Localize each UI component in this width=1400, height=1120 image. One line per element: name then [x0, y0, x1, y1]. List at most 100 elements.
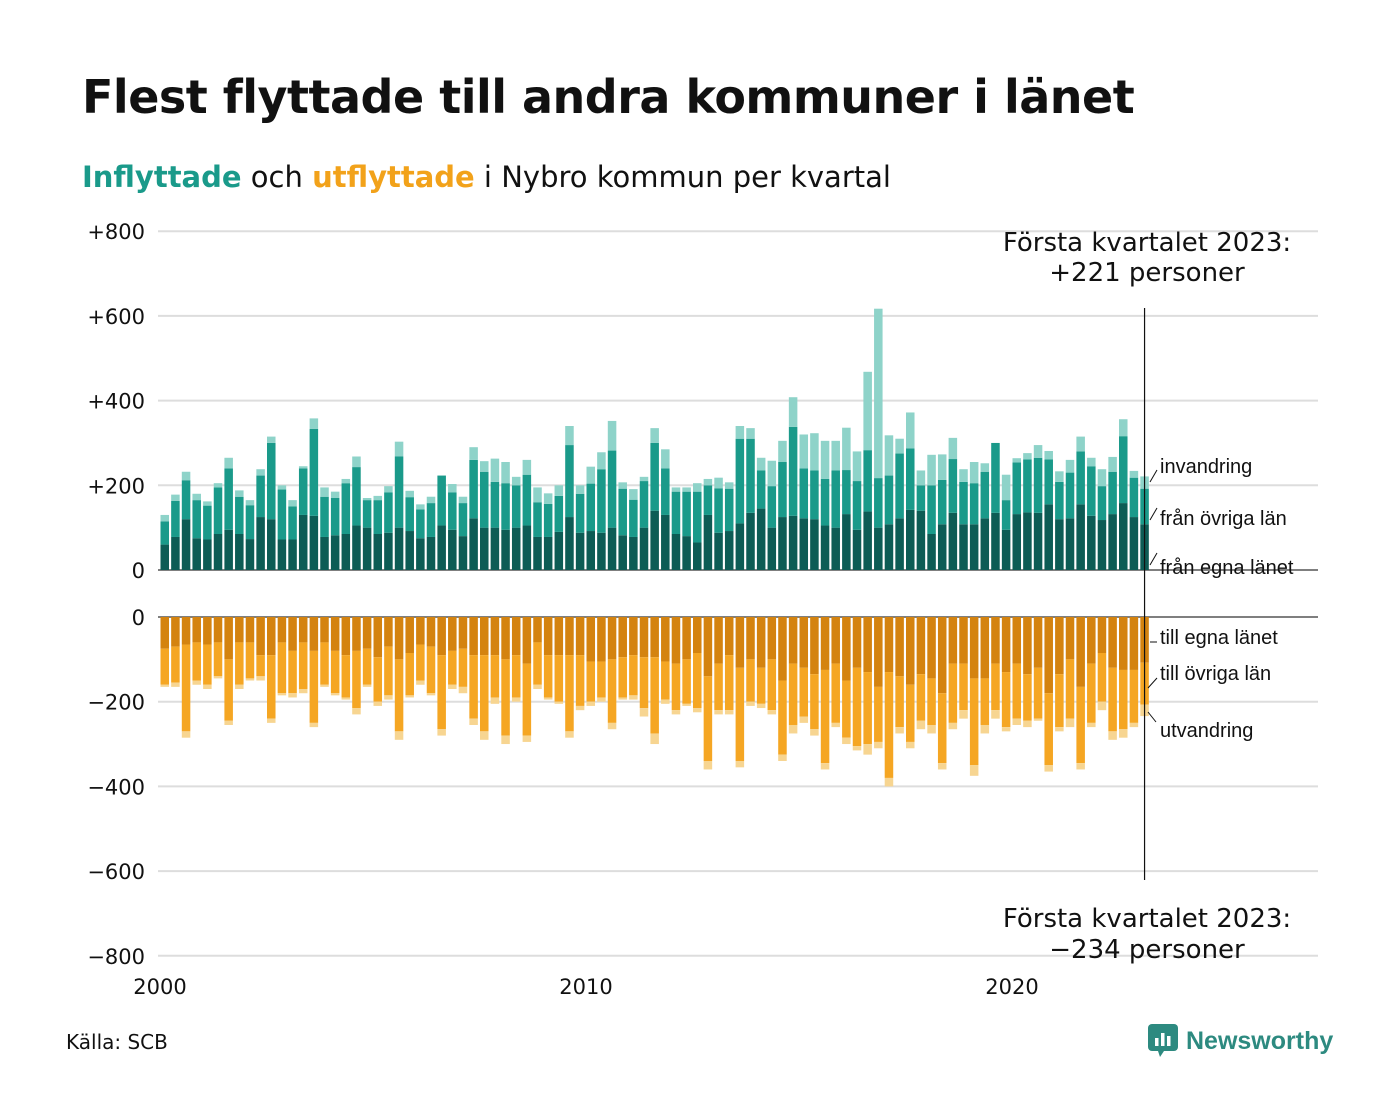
bar-out-1: [788, 663, 798, 725]
bar-in-2: [160, 514, 170, 522]
bar-in-2: [309, 418, 319, 429]
x-tick-label: 2020: [985, 975, 1038, 999]
bar-out-2: [778, 754, 787, 761]
bar-out-2: [799, 716, 809, 723]
bar-in-2: [416, 504, 425, 510]
bar-out-1: [693, 652, 702, 709]
bar-in-1: [884, 475, 894, 525]
series-label-leader: [1149, 469, 1158, 483]
bar-in-1: [724, 488, 734, 532]
bar-out-0: [1012, 617, 1022, 664]
bar-out-2: [501, 735, 510, 745]
bar-out-2: [373, 701, 383, 706]
bar-in-0: [235, 534, 244, 570]
bar-in-2: [181, 471, 191, 481]
chart-subtitle: Inflyttade och utflyttade i Nybro kommun…: [82, 160, 891, 194]
bar-out-2: [1012, 718, 1022, 725]
bar-out-1: [1044, 693, 1053, 766]
y-tick-label: −200: [87, 691, 145, 715]
series-label: från övriga län: [1160, 508, 1287, 530]
bar-out-2: [937, 763, 947, 770]
bar-out-0: [181, 617, 191, 645]
bar-out-2: [1055, 727, 1064, 732]
bar-out-0: [980, 617, 990, 679]
bar-out-1: [426, 646, 436, 694]
bar-out-2: [426, 693, 436, 696]
subtitle-och: och: [241, 160, 313, 194]
bar-out-0: [746, 617, 755, 660]
bar-out-0: [874, 617, 883, 687]
bar-in-1: [522, 474, 532, 526]
bar-out-1: [671, 663, 681, 711]
bar-out-1: [618, 657, 627, 698]
bar-out-0: [362, 617, 372, 649]
bar-out-0: [969, 617, 979, 679]
bar-out-0: [586, 617, 596, 662]
bar-out-2: [565, 731, 574, 738]
bar-out-0: [192, 617, 201, 643]
bar-out-0: [171, 617, 180, 647]
bar-in-0: [895, 518, 904, 570]
bar-out-0: [820, 617, 830, 670]
bar-in-2: [245, 500, 255, 506]
bar-out-2: [298, 688, 308, 694]
bar-in-2: [203, 501, 212, 506]
bar-in-2: [820, 440, 830, 479]
bar-out-0: [469, 617, 478, 656]
bar-out-1: [330, 650, 340, 694]
bar-in-2: [341, 478, 351, 484]
bar-out-1: [1023, 674, 1032, 721]
bar-out-2: [927, 724, 936, 734]
bar-out-2: [1097, 701, 1107, 711]
bar-out-0: [309, 617, 319, 651]
bar-in-1: [181, 480, 191, 520]
bar-in-2: [661, 449, 670, 469]
bar-out-2: [437, 729, 446, 736]
bar-out-1: [874, 686, 883, 742]
bar-out-2: [480, 731, 489, 740]
bar-in-0: [671, 534, 681, 570]
bar-out-2: [320, 684, 329, 687]
bar-out-2: [267, 718, 276, 723]
bar-out-1: [586, 661, 596, 702]
bar-out-0: [927, 617, 936, 679]
bar-out-2: [980, 724, 990, 734]
bar-in-2: [788, 397, 798, 427]
bar-in-0: [554, 531, 564, 570]
bar-in-0: [810, 519, 819, 570]
bar-out-1: [831, 663, 840, 723]
bar-in-0: [799, 518, 809, 570]
bar-in-0: [203, 539, 212, 570]
newsworthy-logo-text: Newsworthy: [1186, 1026, 1334, 1055]
bar-in-2: [533, 487, 542, 503]
bar-in-1: [373, 500, 383, 535]
bar-out-2: [671, 710, 681, 715]
bar-in-2: [1129, 470, 1139, 478]
bar-in-0: [171, 536, 180, 570]
bar-out-1: [820, 669, 830, 764]
bar-out-0: [1087, 617, 1096, 664]
bar-in-1: [533, 502, 542, 537]
bar-in-1: [245, 505, 255, 540]
bar-out-2: [831, 722, 840, 728]
bar-in-0: [937, 524, 947, 570]
bar-in-0: [320, 536, 329, 570]
bar-in-1: [980, 471, 990, 519]
bar-in-2: [746, 428, 755, 439]
bar-out-2: [203, 684, 212, 689]
bar-in-2: [235, 490, 244, 497]
bar-in-0: [1023, 512, 1032, 570]
bar-out-0: [426, 617, 436, 647]
bar-in-1: [362, 500, 372, 528]
series-label: till övriga län: [1160, 663, 1271, 685]
bar-out-0: [288, 617, 297, 651]
bar-out-0: [330, 617, 340, 651]
bar-in-2: [1001, 474, 1011, 501]
bar-in-1: [1119, 436, 1128, 504]
bar-out-2: [416, 680, 425, 685]
bar-out-1: [1097, 652, 1107, 702]
newsworthy-logo[interactable]: Newsworthy: [1148, 1024, 1333, 1058]
bar-in-0: [650, 510, 659, 570]
bar-in-1: [895, 453, 904, 519]
bar-out-0: [522, 617, 532, 664]
